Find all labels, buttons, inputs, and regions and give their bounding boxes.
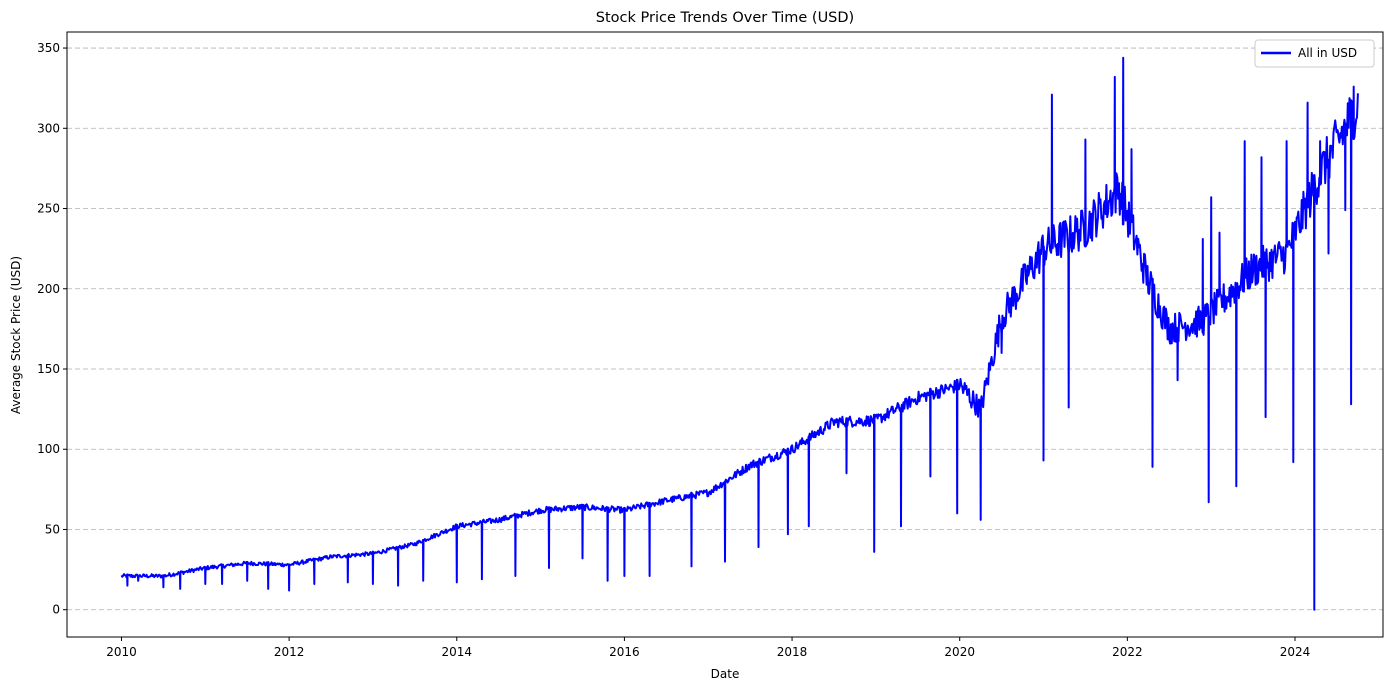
x-axis-label: Date — [711, 667, 740, 681]
x-tick-label: 2018 — [777, 645, 808, 659]
y-tick-label: 200 — [37, 282, 60, 296]
legend-entry: All in USD — [1298, 46, 1357, 60]
plot-frame — [66, 31, 1384, 638]
y-axis-label: Average Stock Price (USD) — [9, 256, 23, 414]
series-line-all-in-usd — [120, 56, 1359, 611]
y-tick-label: 150 — [37, 362, 60, 376]
x-tick-label: 2016 — [609, 645, 640, 659]
y-tick-label: 350 — [37, 41, 60, 55]
y-tick-label: 300 — [37, 121, 60, 135]
series-layer — [120, 56, 1359, 611]
y-tick-label: 50 — [45, 522, 60, 536]
x-tick-label: 2010 — [106, 645, 137, 659]
x-tick-label: 2014 — [441, 645, 472, 659]
x-axis-ticks: 2010 2012 2014 2016 2018 2020 2022 2024 — [106, 637, 1310, 659]
gridlines — [67, 47, 1383, 611]
y-tick-label: 250 — [37, 202, 60, 216]
x-tick-label: 2024 — [1280, 645, 1311, 659]
legend: All in USD — [1254, 39, 1375, 68]
x-tick-label: 2012 — [274, 645, 305, 659]
y-tick-label: 0 — [52, 603, 60, 617]
x-tick-label: 2022 — [1112, 645, 1143, 659]
legend-box — [1254, 39, 1375, 68]
chart-title: Stock Price Trends Over Time (USD) — [596, 10, 854, 26]
y-axis-ticks: 0 50 100 150 200 250 300 350 — [37, 41, 67, 617]
y-tick-label: 100 — [37, 442, 60, 456]
x-tick-label: 2020 — [944, 645, 975, 659]
